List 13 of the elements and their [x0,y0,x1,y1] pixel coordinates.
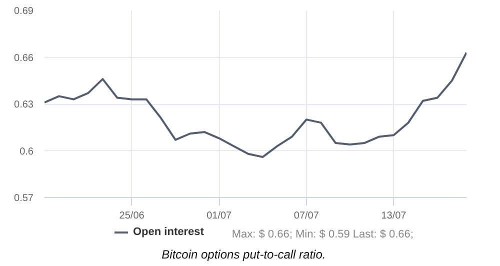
y-tick-label: 0.6 [20,146,34,158]
text: Bitcoin options put-to-call ratio. [162,248,326,262]
line-series [44,52,466,158]
y-tick-label: 0.57 [14,193,34,204]
y-tick-label: 0.69 [14,6,34,17]
text: Max: $ 0.66; Min: $ 0.59 Last: $ 0.66; [232,228,414,240]
x-tick-label: 25/06 [119,210,145,222]
legend-label: Open interest [133,226,204,238]
x-tick-label: 13/07 [381,210,407,222]
y-tick-label: 0.63 [14,100,34,110]
y-tick-label: 0.66 [14,52,34,64]
x-tick-label: 01/07 [206,210,232,222]
x-tick-label: 07/07 [294,210,320,222]
